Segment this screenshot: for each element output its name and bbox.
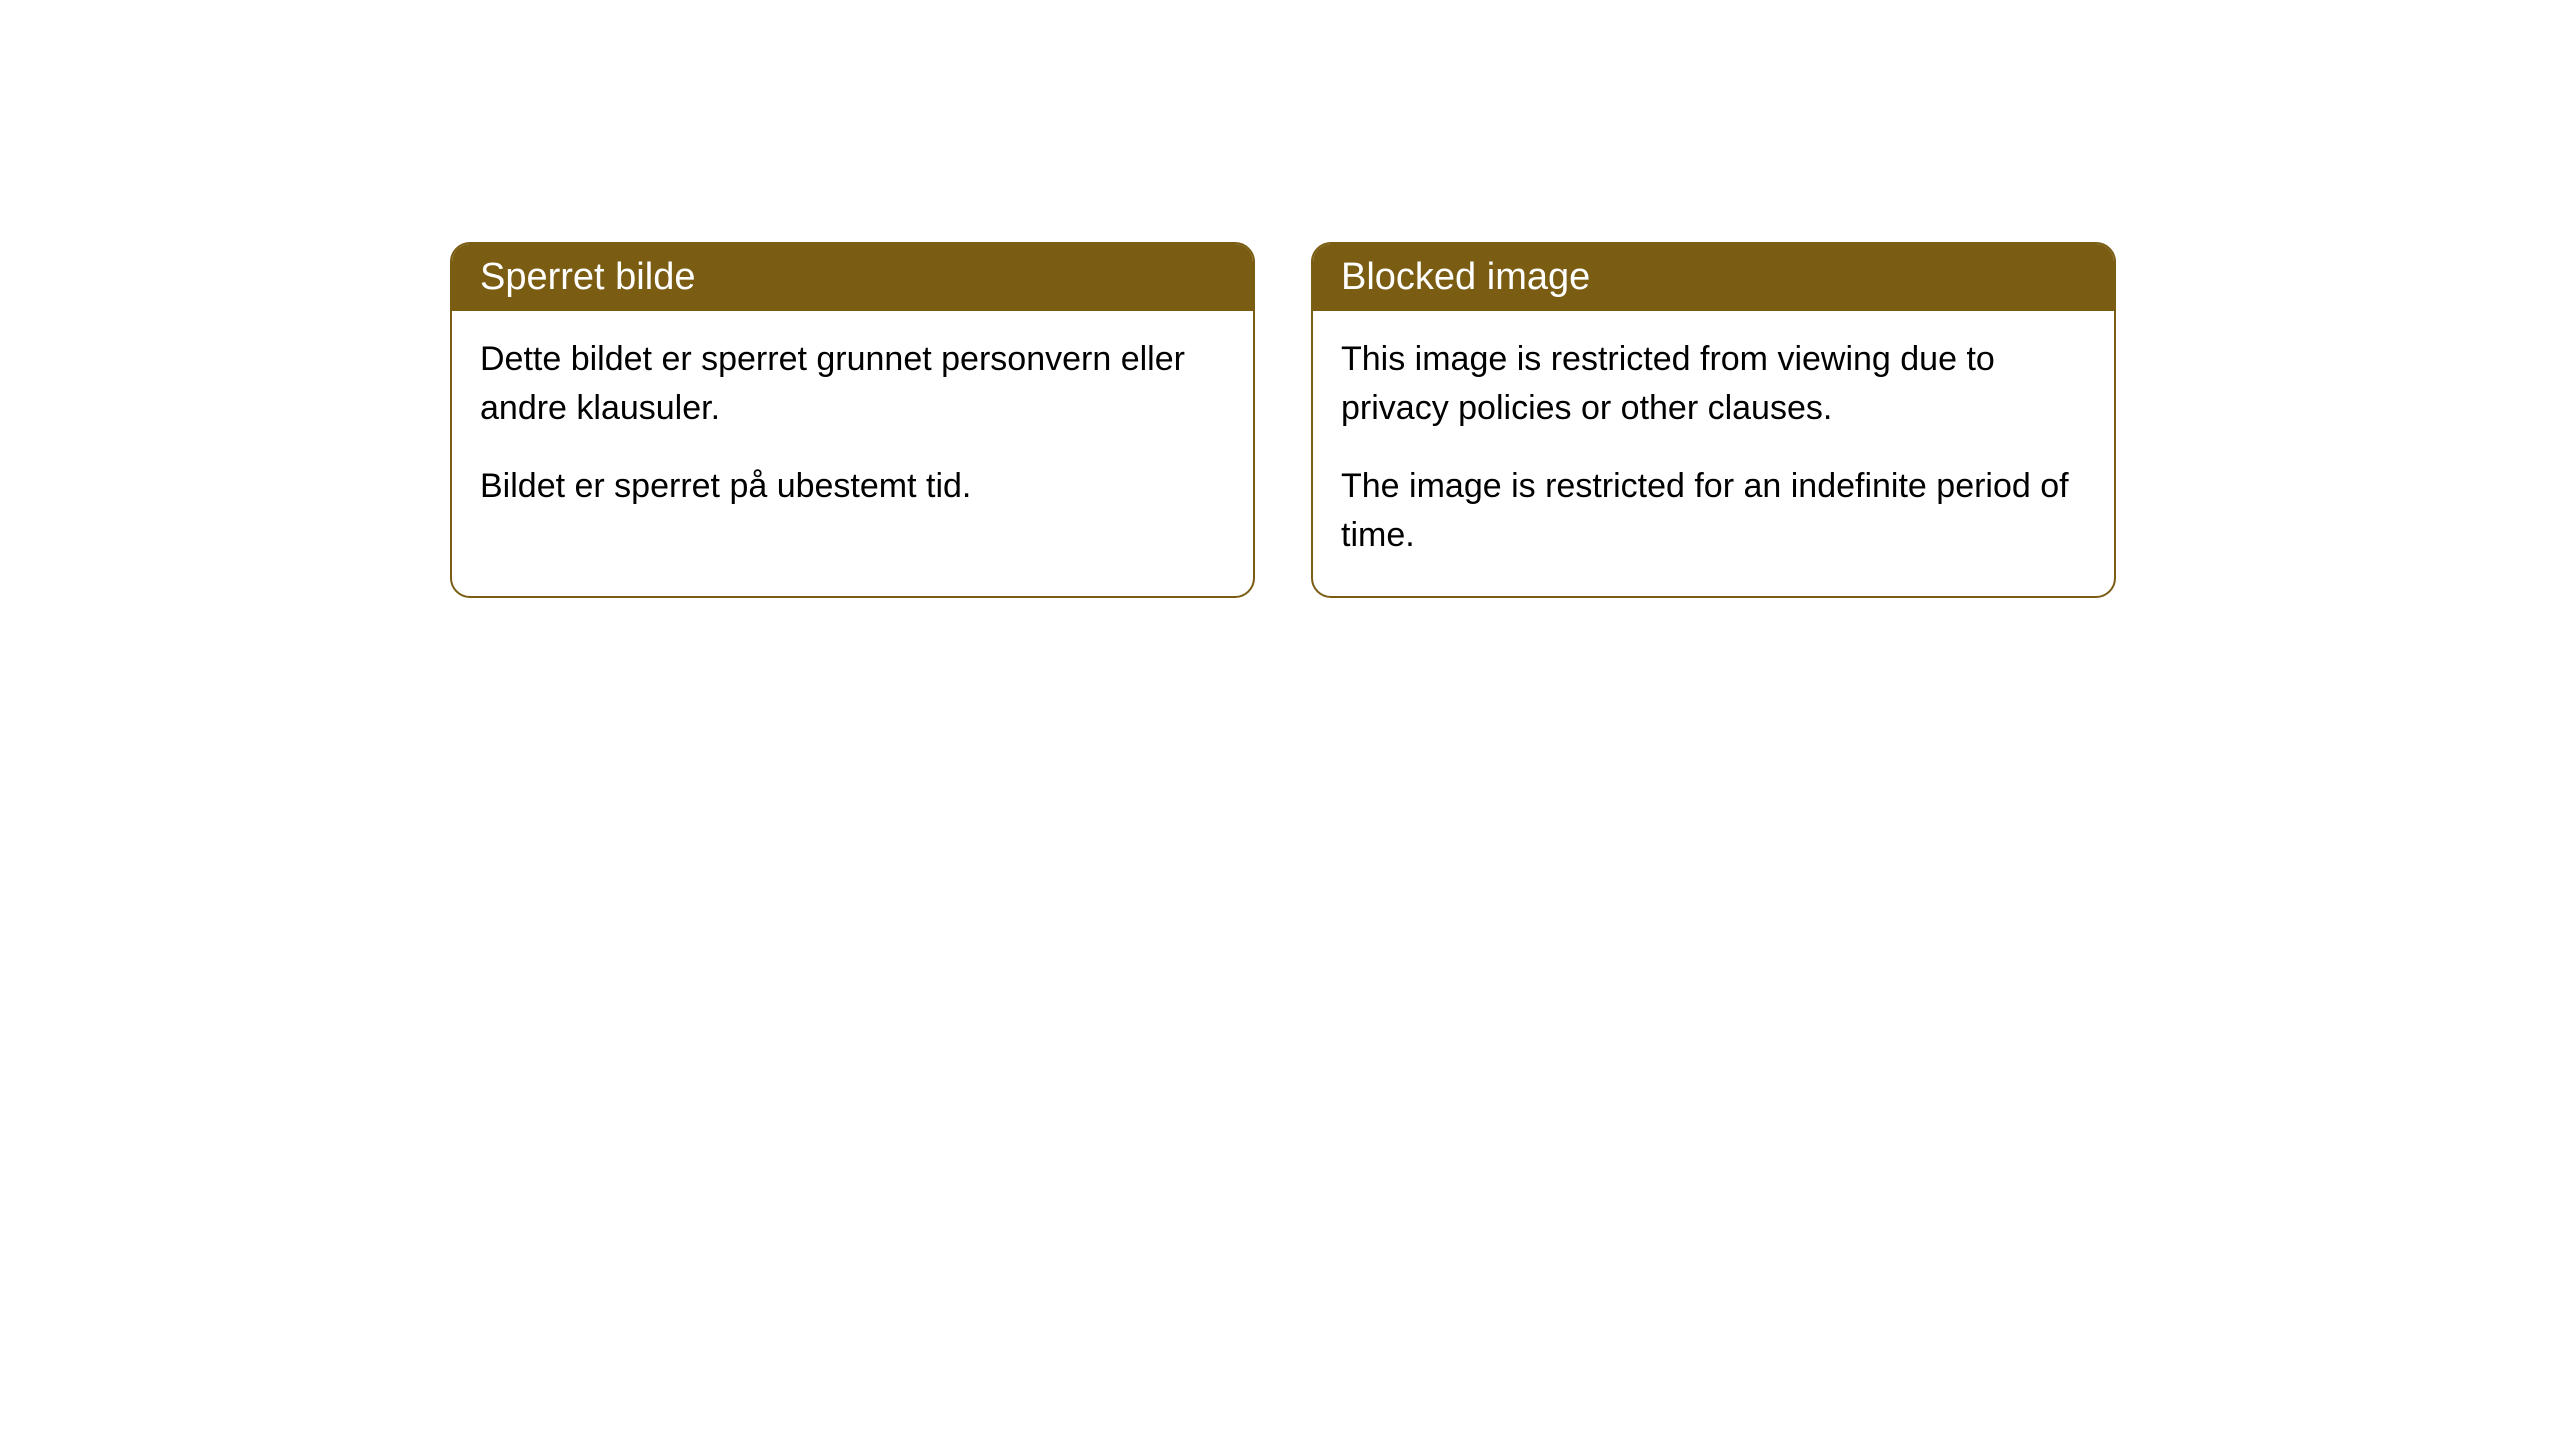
card-header-english: Blocked image [1313, 244, 2114, 311]
notice-card-norwegian: Sperret bilde Dette bildet er sperret gr… [450, 242, 1255, 598]
card-body-english: This image is restricted from viewing du… [1313, 311, 2114, 596]
notice-text-p2: The image is restricted for an indefinit… [1341, 462, 2086, 561]
notice-text-p1: This image is restricted from viewing du… [1341, 335, 2086, 434]
card-header-norwegian: Sperret bilde [452, 244, 1253, 311]
notice-text-p1: Dette bildet er sperret grunnet personve… [480, 335, 1225, 434]
notice-cards-container: Sperret bilde Dette bildet er sperret gr… [450, 242, 2116, 598]
notice-text-p2: Bildet er sperret på ubestemt tid. [480, 462, 1225, 511]
notice-card-english: Blocked image This image is restricted f… [1311, 242, 2116, 598]
card-body-norwegian: Dette bildet er sperret grunnet personve… [452, 311, 1253, 547]
